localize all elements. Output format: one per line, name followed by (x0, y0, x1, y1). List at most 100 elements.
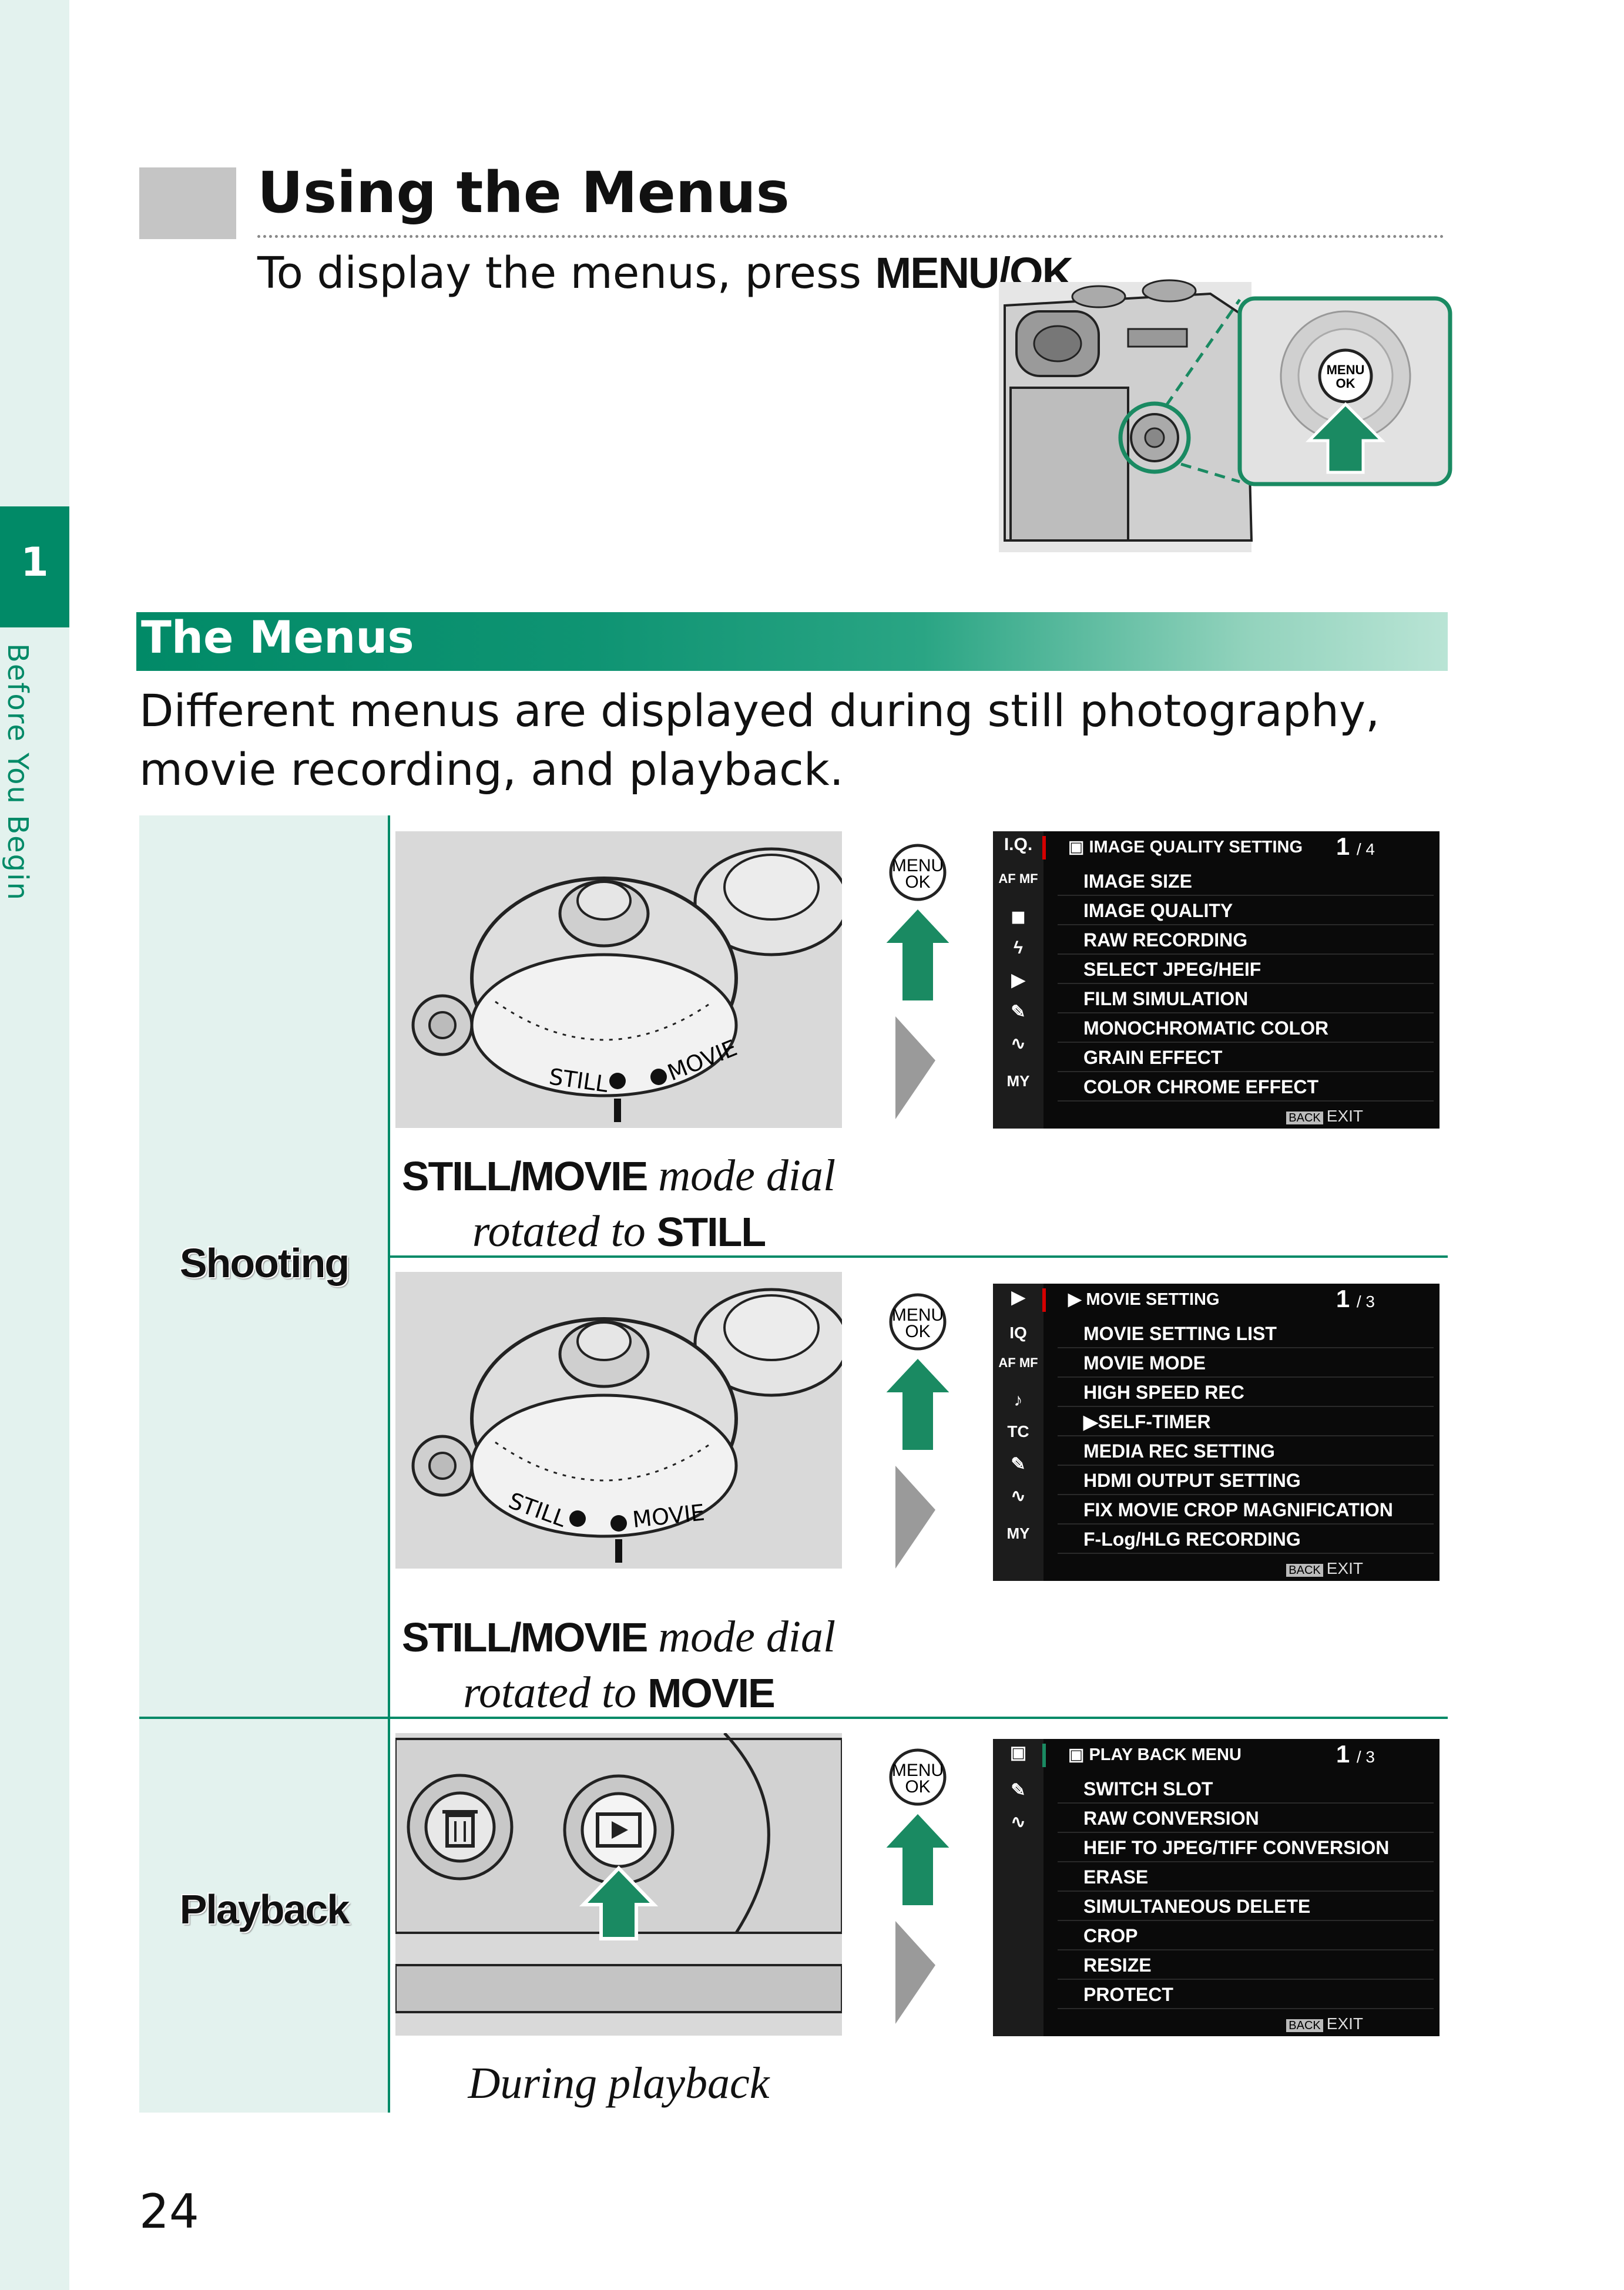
section-bar (136, 612, 1448, 671)
wrench-icon: ✎ (1011, 1781, 1026, 1800)
row-label-playback: Playback (179, 1886, 350, 1932)
section-title: The Menus (141, 611, 414, 663)
menu-item[interactable]: MEDIA REC SETTING (1058, 1436, 1434, 1466)
row-divider (389, 1255, 1448, 1258)
flash-icon: ϟ (1014, 938, 1023, 958)
chapter-strip (0, 0, 69, 2290)
menu-item[interactable]: FIX MOVIE CROP MAGNIFICATION (1058, 1495, 1434, 1525)
movie-icon: ▶ (1011, 1288, 1025, 1307)
heading-marker (139, 167, 236, 239)
menu-ok-sequence-movie: MENU OK (883, 1293, 953, 1569)
menu-screen-still: I.Q. AF MF ◼ ϟ ▶ ✎ ∿ MY ▣ IMAGE QUALITY … (993, 831, 1440, 1129)
menu-screen-playback: ▣ ✎ ∿ ▣ PLAY BACK MENU 1 / 3 SWITCH SLOT… (993, 1739, 1440, 2036)
menu-item[interactable]: RAW CONVERSION (1058, 1804, 1434, 1833)
my-tab-icon: MY (1006, 1072, 1030, 1090)
caption-still: STILL/MOVIE mode dial rotated to STILL (401, 1151, 836, 1256)
menu-item[interactable]: HEIF TO JPEG/TIFF CONVERSION (1058, 1833, 1434, 1862)
menu-tab-column (993, 1284, 1043, 1581)
menu-item[interactable]: HIGH SPEED REC (1058, 1378, 1434, 1407)
menu-tab-column (993, 831, 1043, 1129)
page-indicator: 1 / 4 (1336, 832, 1375, 860)
menu-item[interactable]: CROP (1058, 1921, 1434, 1950)
menu-ok-sequence-still: MENU OK (883, 844, 953, 1119)
iq-tab-icon: IQ (1009, 1324, 1027, 1342)
iq-tab-icon: I.Q. (1004, 835, 1033, 854)
menu-screen-movie: ▶ IQ AF MF ♪ TC ✎ ∿ MY ▶ MOVIE SETTING 1… (993, 1284, 1440, 1581)
menu-item[interactable]: SELECT JPEG/HEIF (1058, 955, 1434, 984)
menu-item[interactable]: ERASE (1058, 1862, 1434, 1892)
chapter-title: Before You Begin (1, 643, 34, 901)
menu-item[interactable]: IMAGE QUALITY (1058, 896, 1434, 925)
af-mf-tab-icon: AF MF (998, 871, 1038, 886)
movie-icon: ▶ (1083, 1411, 1098, 1432)
chapter-tab (0, 506, 69, 627)
menu-item[interactable]: HDMI OUTPUT SETTING (1058, 1466, 1434, 1495)
wrench-icon: ✎ (1011, 1455, 1026, 1474)
menu-item[interactable]: MONOCHROMATIC COLOR (1058, 1013, 1434, 1043)
row-label-shooting: Shooting (179, 1240, 350, 1286)
page-title: Using the Menus (257, 160, 790, 226)
wave-icon: ∿ (1011, 1812, 1026, 1832)
play-icon: ▣ (1009, 1743, 1027, 1762)
svg-text:OK: OK (1336, 376, 1355, 391)
page-indicator: 1 / 3 (1336, 1740, 1375, 1768)
chapter-number: 1 (21, 539, 49, 586)
caption-movie: STILL/MOVIE mode dial rotated to MOVIE (401, 1612, 836, 1717)
menu-item[interactable]: PROTECT (1058, 1980, 1434, 2009)
wave-icon: ∿ (1011, 1034, 1026, 1053)
menu-ok-sequence-playback: MENU OK (883, 1748, 953, 2024)
menu-ok-button-text: MENU (1327, 362, 1365, 377)
row-divider (139, 1717, 1448, 1719)
menu-item[interactable]: COLOR CHROME EFFECT (1058, 1072, 1434, 1102)
play-icon (596, 1812, 642, 1848)
af-mf-tab-icon: AF MF (998, 1355, 1038, 1370)
menu-header: ▶ MOVIE SETTING (1068, 1290, 1220, 1309)
exit-hint: BACK EXIT (1286, 1106, 1363, 1129)
menu-tab-column (993, 1739, 1043, 2036)
menu-header: ▣ IMAGE QUALITY SETTING (1068, 838, 1303, 857)
section-description: Different menus are displayed during sti… (139, 684, 1380, 795)
camera-icon: ◼ (1011, 907, 1026, 926)
menu-item[interactable]: MOVIE MODE (1058, 1348, 1434, 1378)
intro-text: To display the menus, press MENU/OK. (257, 248, 1086, 298)
active-tab-marker (1042, 1288, 1046, 1312)
table-divider (388, 815, 390, 2113)
exit-hint: BACK EXIT (1286, 2013, 1363, 2036)
svg-text:MENU: MENU (892, 1761, 944, 1780)
caption-playback: During playback (468, 2059, 770, 2108)
menu-item[interactable]: SIMULTANEOUS DELETE (1058, 1892, 1434, 1921)
wrench-icon: ✎ (1011, 1002, 1026, 1022)
mode-dial-still-illustration: STILL MOVIE (395, 831, 842, 1128)
mode-dial-movie-illustration: STILL MOVIE (395, 1272, 842, 1569)
active-tab-marker (1042, 836, 1046, 859)
menu-item[interactable]: RESIZE (1058, 1950, 1434, 1980)
wave-icon: ∿ (1011, 1486, 1026, 1506)
menu-item[interactable]: GRAIN EFFECT (1058, 1043, 1434, 1072)
page-number: 24 (139, 2184, 199, 2239)
menu-item[interactable]: RAW RECORDING (1058, 925, 1434, 955)
menu-item[interactable]: ▶SELF-TIMER (1058, 1407, 1434, 1436)
svg-text:OK: OK (905, 872, 930, 892)
exit-hint: BACK EXIT (1286, 1558, 1363, 1581)
my-tab-icon: MY (1006, 1525, 1030, 1542)
page-indicator: 1 / 3 (1336, 1285, 1375, 1312)
movie-icon: ▶ (1011, 971, 1025, 990)
playback-button-illustration (395, 1733, 842, 2036)
intro-prefix: To display the menus, press (257, 248, 875, 298)
menu-ok-icon: MENU (892, 856, 944, 875)
menu-item[interactable]: IMAGE SIZE (1058, 867, 1434, 896)
svg-text:OK: OK (905, 1777, 930, 1797)
menu-item[interactable]: SWITCH SLOT (1058, 1774, 1434, 1804)
menu-item[interactable]: FILM SIMULATION (1058, 984, 1434, 1013)
trash-icon (442, 1810, 478, 1848)
tc-tab-icon: TC (1007, 1422, 1029, 1441)
title-rule (257, 235, 1444, 238)
menu-item[interactable]: F-Log/HLG RECORDING (1058, 1525, 1434, 1554)
active-tab-marker (1042, 1744, 1046, 1767)
svg-text:OK: OK (905, 1322, 930, 1341)
menu-item[interactable]: MOVIE SETTING LIST (1058, 1319, 1434, 1348)
table-label-column (139, 815, 389, 2113)
menu-header: ▣ PLAY BACK MENU (1068, 1745, 1242, 1764)
svg-text:MENU: MENU (892, 1305, 944, 1325)
camera-back-illustration: MENU OK (999, 279, 1452, 552)
